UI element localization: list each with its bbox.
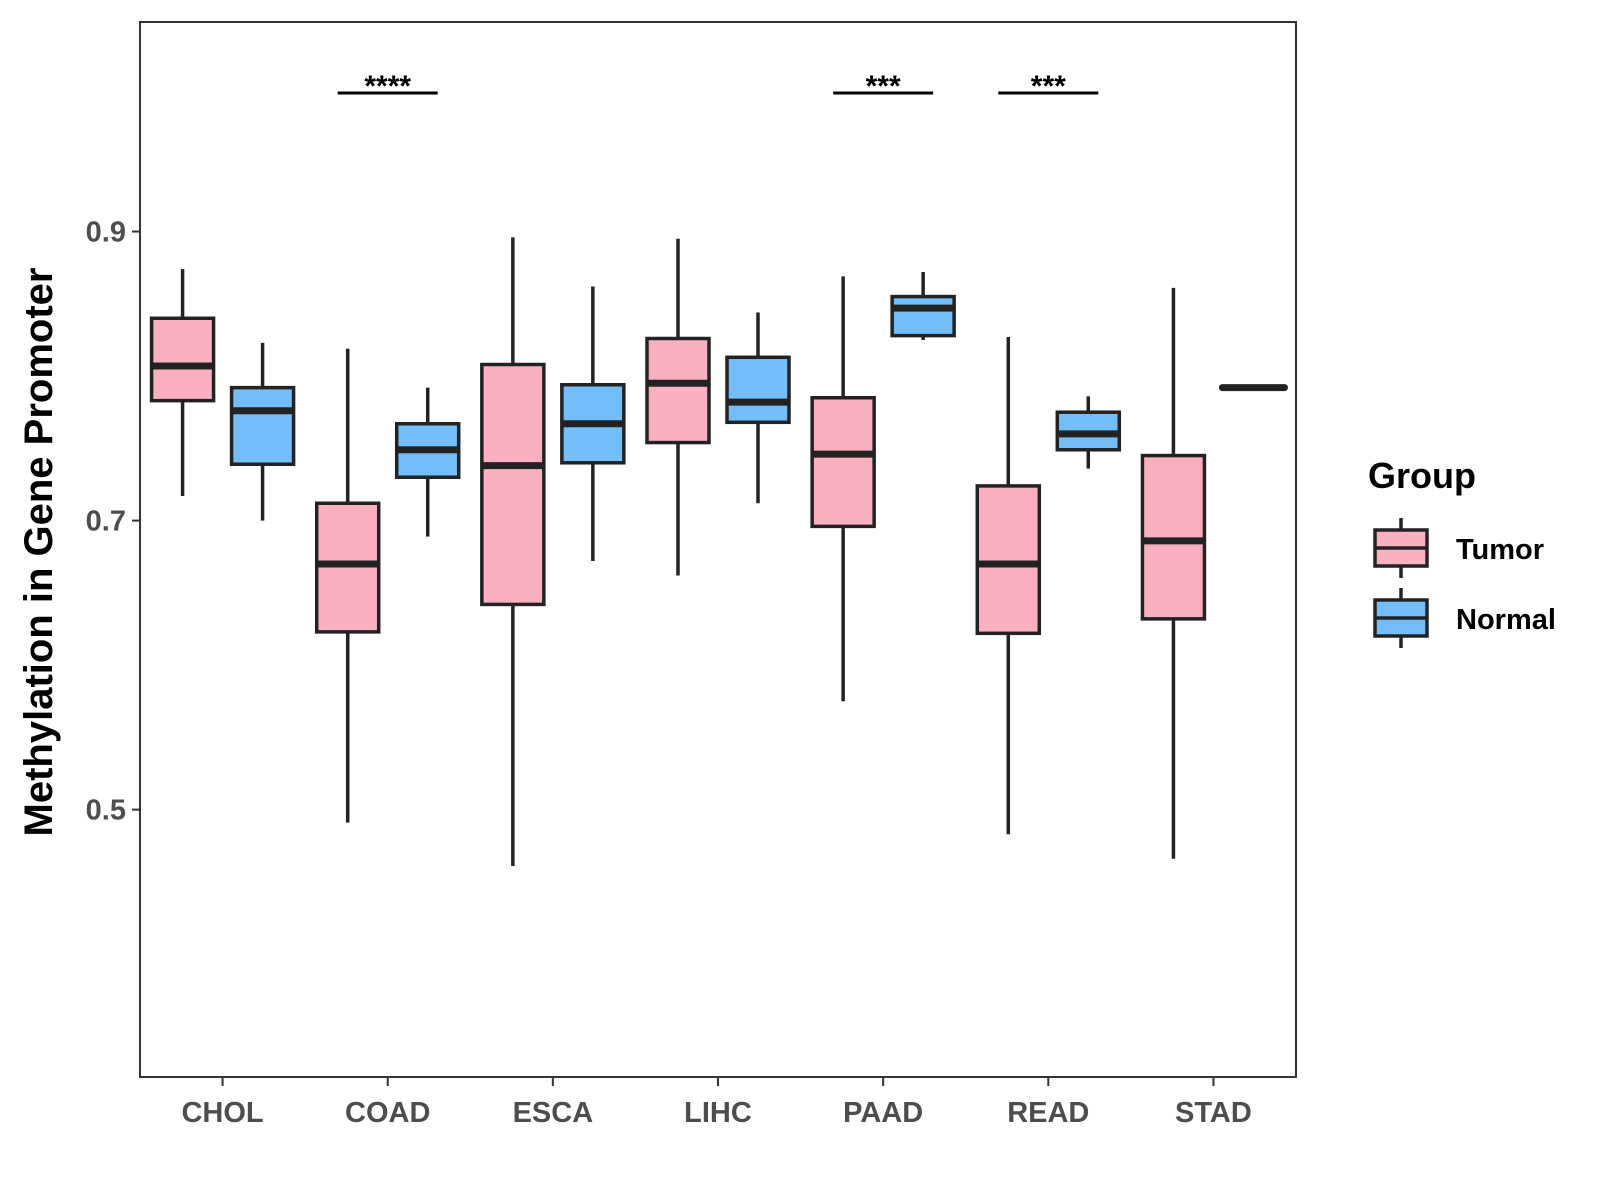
y-tick-label: 0.7 (86, 506, 126, 538)
box-normal-coad (394, 387, 461, 537)
box-tumor-paad (810, 276, 876, 702)
box-normal-chol (229, 342, 296, 521)
box-body (229, 385, 296, 466)
legend-label: Tumor (1456, 534, 1544, 566)
legend-key-normal (1373, 588, 1429, 648)
box-body (975, 484, 1042, 636)
significance-label: *** (866, 70, 901, 103)
plot-panel-border (139, 21, 1297, 1078)
x-tick-label: ESCA (513, 1097, 594, 1129)
box-body (480, 362, 546, 607)
y-tick-label: 0.9 (86, 217, 126, 249)
box-body (314, 501, 381, 634)
box-body (810, 396, 876, 529)
significance-label: **** (364, 70, 411, 103)
box-body (890, 294, 956, 338)
y-tick-label: 0.5 (86, 795, 126, 827)
box-tumor-read (975, 337, 1042, 835)
box-body (645, 336, 711, 445)
box-tumor-chol (149, 269, 216, 497)
legend-label: Normal (1456, 604, 1556, 636)
box-tumor-stad (1140, 287, 1207, 859)
box-normal-read (1055, 396, 1122, 469)
box-tumor-esca (480, 237, 546, 866)
y-axis-title: Methylation in Gene Promoter (17, 268, 61, 837)
legend: Group Tumor Normal (1368, 455, 1556, 648)
x-tick-label: PAAD (843, 1097, 923, 1129)
x-tick-label: COAD (345, 1097, 430, 1129)
box-normal-lihc (725, 312, 791, 504)
box-body (725, 355, 791, 425)
x-tick-label: READ (1007, 1097, 1089, 1129)
plot-area: 0.5 0.7 0.9 CHOL COAD ESCA LIHC PAAD READ STAD ***… (86, 21, 1297, 1129)
legend-key-tumor (1373, 518, 1429, 578)
box-body (149, 316, 216, 403)
box-normal-paad (890, 272, 956, 340)
x-tick-label: LIHC (684, 1097, 752, 1129)
box-tumor-coad (314, 348, 381, 823)
box-body (1140, 453, 1207, 621)
legend-title: Group (1368, 455, 1476, 496)
x-tick-label: CHOL (181, 1097, 263, 1129)
significance-label: *** (1031, 70, 1066, 103)
x-tick-label: STAD (1175, 1097, 1252, 1129)
box-tumor-lihc (645, 238, 711, 576)
box-normal-esca (560, 286, 626, 562)
